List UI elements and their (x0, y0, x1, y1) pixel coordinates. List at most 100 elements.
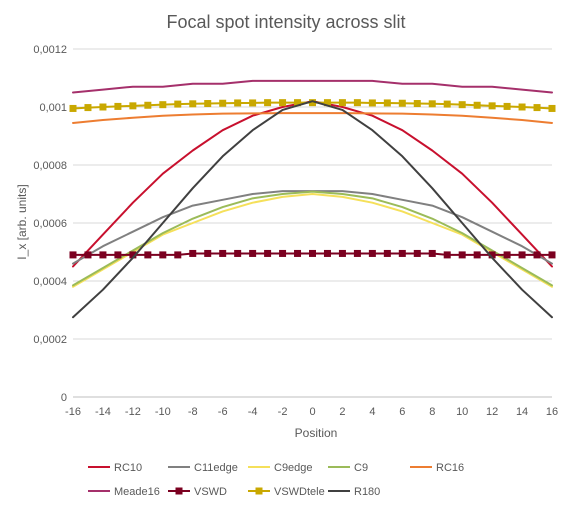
series-rc16 (72, 112, 553, 124)
legend-label: RC16 (436, 462, 464, 474)
data-point-vswdtele (84, 104, 92, 112)
data-point-vswdtele (353, 99, 361, 107)
data-point-vswdtele (398, 99, 406, 107)
legend-marker-vswdtele (255, 487, 263, 495)
series-c9 (72, 190, 553, 287)
legend-label: RC10 (114, 462, 142, 474)
legend-label: VSWDtele (274, 486, 325, 498)
x-tick-label: 12 (486, 406, 498, 418)
data-point-vswd (413, 249, 421, 257)
data-point-vswdtele (548, 104, 556, 112)
data-point-vswd (503, 251, 511, 259)
data-point-vswdtele (428, 100, 436, 108)
y-tick-label: 0,0008 (33, 160, 67, 172)
data-point-vswdtele (383, 99, 391, 107)
data-point-vswd (533, 251, 541, 259)
data-point-vswdtele (99, 103, 107, 111)
x-tick-label: 0 (309, 406, 315, 418)
data-point-vswd (518, 251, 526, 259)
y-tick-label: 0,001 (39, 102, 67, 114)
x-tick-label: -2 (278, 406, 288, 418)
data-point-vswdtele (309, 99, 316, 107)
data-point-vswd (279, 249, 287, 257)
y-axis-ticks: 0 0,0002 0,0004 0,0006 0,0008 0,001 0,0012 (33, 44, 67, 404)
data-point-vswdtele (323, 99, 331, 107)
series-line-c9edge (72, 193, 553, 288)
data-point-vswd (368, 249, 376, 257)
data-point-vswdtele (219, 99, 227, 107)
series-r180 (72, 100, 553, 319)
data-point-vswd (129, 251, 137, 259)
data-point-vswd (249, 249, 257, 257)
data-point-vswdtele (533, 104, 541, 112)
data-point-vswdtele (189, 100, 197, 108)
y-tick-label: 0 (61, 392, 67, 404)
series-vswdtele (69, 99, 556, 112)
data-point-vswdtele (129, 102, 137, 110)
data-point-vswd (383, 249, 391, 257)
data-point-vswd (174, 251, 182, 259)
legend-item-c11edge: C11edge (168, 462, 238, 474)
y-tick-label: 0,0012 (33, 44, 67, 56)
data-point-vswdtele (144, 101, 152, 109)
data-point-vswdtele (458, 101, 466, 109)
legend-label: C9 (354, 462, 368, 474)
legend-item-vswd: VSWD (168, 486, 227, 498)
data-point-vswdtele (338, 99, 346, 107)
series-vswd (69, 249, 556, 259)
x-tick-label: 4 (369, 406, 375, 418)
data-point-vswd (443, 251, 451, 259)
data-point-vswd (204, 249, 212, 257)
x-tick-label: 14 (516, 406, 528, 418)
data-point-vswd (234, 249, 242, 257)
data-point-vswd (159, 251, 167, 259)
data-point-vswdtele (503, 102, 511, 110)
series-line-c9 (72, 190, 553, 287)
data-point-vswdtele (234, 99, 242, 107)
data-point-vswd (99, 251, 107, 259)
x-tick-label: 8 (429, 406, 435, 418)
data-point-vswd (294, 249, 302, 257)
data-point-vswdtele (473, 101, 481, 109)
x-tick-label: 16 (546, 406, 558, 418)
x-tick-label: -8 (188, 406, 198, 418)
chart-title: Focal spot intensity across slit (166, 12, 405, 32)
data-point-vswd (264, 249, 272, 257)
legend-label: VSWD (194, 486, 227, 498)
data-point-vswd (323, 249, 331, 257)
data-point-vswd (338, 249, 346, 257)
data-point-vswdtele (368, 99, 376, 107)
y-axis-label: I_x [arb. units] (15, 184, 29, 259)
data-point-vswdtele (518, 103, 526, 111)
legend-item-c9edge: C9edge (248, 462, 313, 474)
series-line-r180 (72, 100, 553, 319)
data-point-vswd (428, 249, 436, 257)
data-point-vswdtele (413, 100, 421, 108)
x-tick-label: -6 (218, 406, 228, 418)
data-point-vswd (219, 249, 227, 257)
data-point-vswd (458, 251, 466, 259)
data-point-vswd (189, 249, 197, 257)
legend-marker-vswd (175, 487, 183, 495)
x-tick-label: 10 (456, 406, 468, 418)
data-point-vswdtele (294, 99, 302, 107)
series-line-rc16 (72, 112, 553, 124)
legend: RC10 C11edge C9edge C9 RC16 Meade16 VSWD VSWDte… (88, 462, 464, 498)
data-point-vswdtele (174, 100, 182, 108)
data-point-vswdtele (249, 99, 257, 107)
legend-item-vswdtele: VSWDtele (248, 486, 325, 498)
data-point-vswd (548, 251, 556, 259)
data-point-vswd (309, 249, 316, 257)
series-c9edge (72, 193, 553, 288)
x-tick-label: 2 (339, 406, 345, 418)
legend-label: C11edge (194, 462, 238, 474)
data-point-vswd (488, 251, 496, 259)
legend-item-c9: C9 (328, 462, 368, 474)
legend-item-r180: R180 (328, 486, 380, 498)
data-point-vswd (144, 251, 152, 259)
series-line-meade16 (72, 79, 553, 94)
legend-item-rc10: RC10 (88, 462, 142, 474)
data-point-vswd (84, 251, 92, 259)
data-point-vswdtele (279, 99, 287, 107)
x-tick-label: -12 (125, 406, 141, 418)
